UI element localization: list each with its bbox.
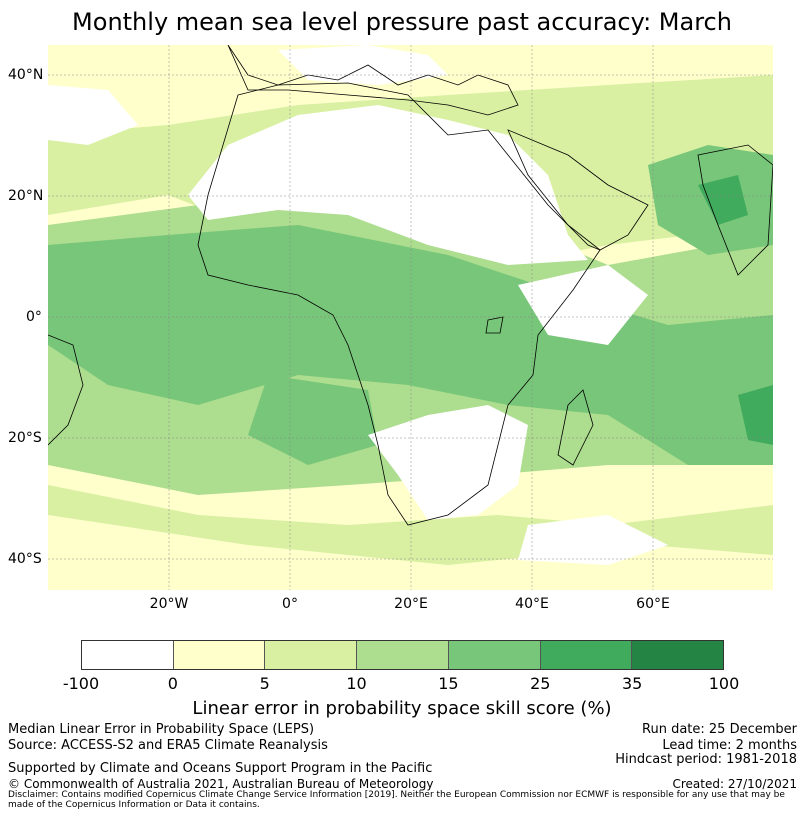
region-dark-green-india (698, 175, 748, 225)
lon-label-60e: 60°E (636, 596, 670, 612)
colorbar-label-6: 35 (621, 674, 643, 693)
colorbar-bin-6 (632, 641, 724, 669)
footer-created: Created: 27/10/2021 (672, 777, 797, 791)
footer-hindcast-period: Hindcast period: 1981-2018 (615, 752, 797, 767)
colorbar-label-2: 5 (259, 674, 270, 693)
lat-label-0: 0° (26, 309, 42, 325)
lon-label-0: 0° (282, 596, 298, 612)
footer-support: Supported by Climate and Oceans Support … (8, 761, 433, 776)
south-america-coastline (48, 334, 84, 446)
gridlines (48, 45, 773, 590)
no-skill-east-africa (518, 265, 648, 345)
madagascar-coastline (557, 389, 594, 466)
disclaimer: Disclaimer: Contains modified Copernicus… (8, 790, 785, 810)
colorbar-bin-3 (357, 641, 449, 669)
footer-lead-time: Lead time: 2 months (662, 738, 797, 753)
lat-label-40s: 40°S (8, 551, 42, 567)
colorbar-bin-2 (265, 641, 358, 669)
no-skill-south-indian (518, 515, 668, 565)
region-green-indian (648, 345, 773, 465)
colorbar-label-3: 10 (346, 674, 367, 693)
lat-label-20s: 20°S (8, 430, 42, 446)
no-skill-atlantic-north (48, 85, 138, 145)
colorbar-bin-4 (448, 641, 541, 669)
no-skill-southern-africa (368, 405, 528, 520)
footer-copyright: © Commonwealth of Australia 2021, Austra… (8, 777, 434, 791)
region-yellow-southern (48, 515, 773, 590)
colorbar-label-0: -100 (62, 674, 100, 693)
lat-label-20n: 20°N (8, 188, 44, 204)
no-skill-sahara (188, 105, 588, 265)
lake-victoria (485, 316, 504, 334)
skill-map (48, 45, 773, 590)
no-skill-regions (48, 45, 668, 565)
arabia-coastline (507, 129, 649, 251)
india-coastline (697, 144, 773, 276)
colorbar-bin-1 (173, 641, 266, 669)
lon-label-20w: 20°W (149, 596, 189, 612)
colorbar-bin-5 (540, 641, 633, 669)
lat-label-40n: 40°N (8, 67, 44, 83)
africa-coastline (197, 82, 601, 526)
footer-method: Median Linear Error in Probability Space… (8, 722, 315, 737)
colorbar-label-4: 15 (438, 674, 459, 693)
region-green-atlantic (248, 375, 378, 465)
footer-run-date: Run date: 25 December (642, 722, 797, 737)
colorbar-label-5: 25 (530, 674, 551, 693)
lon-label-40e: 40°E (515, 596, 549, 612)
region-green-equatorial (48, 225, 773, 465)
colorbar-label-7: 100 (708, 674, 740, 693)
colorbar-title: Linear error in probability space skill … (192, 698, 612, 719)
colorbar-label-1: 0 (167, 674, 178, 693)
chart-title: Monthly mean sea level pressure past acc… (72, 8, 732, 36)
lon-label-20e: 20°E (394, 596, 428, 612)
colorbar (81, 640, 724, 670)
colorbar-bin-0 (82, 641, 174, 669)
footer-source: Source: ACCESS-S2 and ERA5 Climate Reana… (8, 738, 328, 753)
region-dark-green-indian (738, 385, 773, 445)
